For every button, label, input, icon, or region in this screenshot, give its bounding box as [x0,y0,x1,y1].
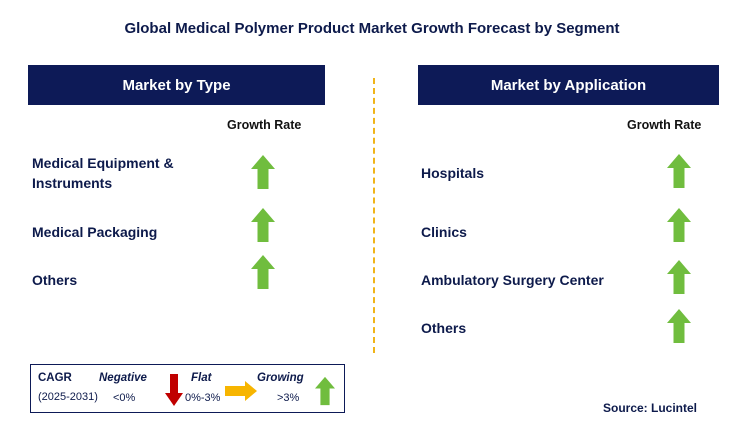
type-segment-label-1: Medical Equipment & Instruments [32,153,174,193]
legend-flat-range: 0%-3% [185,392,221,404]
up-arrow-icon [251,208,275,242]
down-arrow-icon [165,374,183,406]
growth-rate-heading-right: Growth Rate [627,118,702,132]
legend-period: (2025-2031) [38,391,98,403]
up-arrow-icon [667,208,691,242]
application-segment-label-2: Clinics [421,224,467,240]
up-arrow-icon [251,255,275,289]
legend-cagr-label: CAGR [38,372,72,384]
application-segment-label-4: Others [421,320,467,336]
panel-divider [373,78,375,353]
market-by-type-header: Market by Type [28,65,325,105]
application-segment-label-3: Ambulatory Surgery Center [421,272,604,288]
legend-growing-range: >3% [277,392,300,404]
up-arrow-icon [667,309,691,343]
up-arrow-icon [251,155,275,189]
up-arrow-icon [667,260,691,294]
source-note: Source: Lucintel [603,401,698,415]
market-by-application-header: Market by Application [418,65,719,105]
legend-negative-range: <0% [113,392,136,404]
type-segment-label-1-line-1: Medical Equipment & [32,155,174,171]
type-segment-label-2: Medical Packaging [32,224,158,240]
legend-negative-title: Negative [99,372,147,384]
type-segment-label-1-line-2: Instruments [32,175,113,191]
legend-flat-title: Flat [191,372,212,384]
up-arrow-icon [667,154,691,188]
type-segment-label-3: Others [32,272,78,288]
right-arrow-icon [225,381,257,401]
cagr-legend: CAGR (2025-2031) Negative <0% Flat 0%-3%… [30,364,345,413]
application-segment-label-1: Hospitals [421,165,485,181]
up-arrow-icon [315,376,335,406]
chart-title: Global Medical Polymer Product Market Gr… [124,20,620,37]
legend-growing-title: Growing [257,372,304,384]
growth-rate-heading-left: Growth Rate [227,118,302,132]
